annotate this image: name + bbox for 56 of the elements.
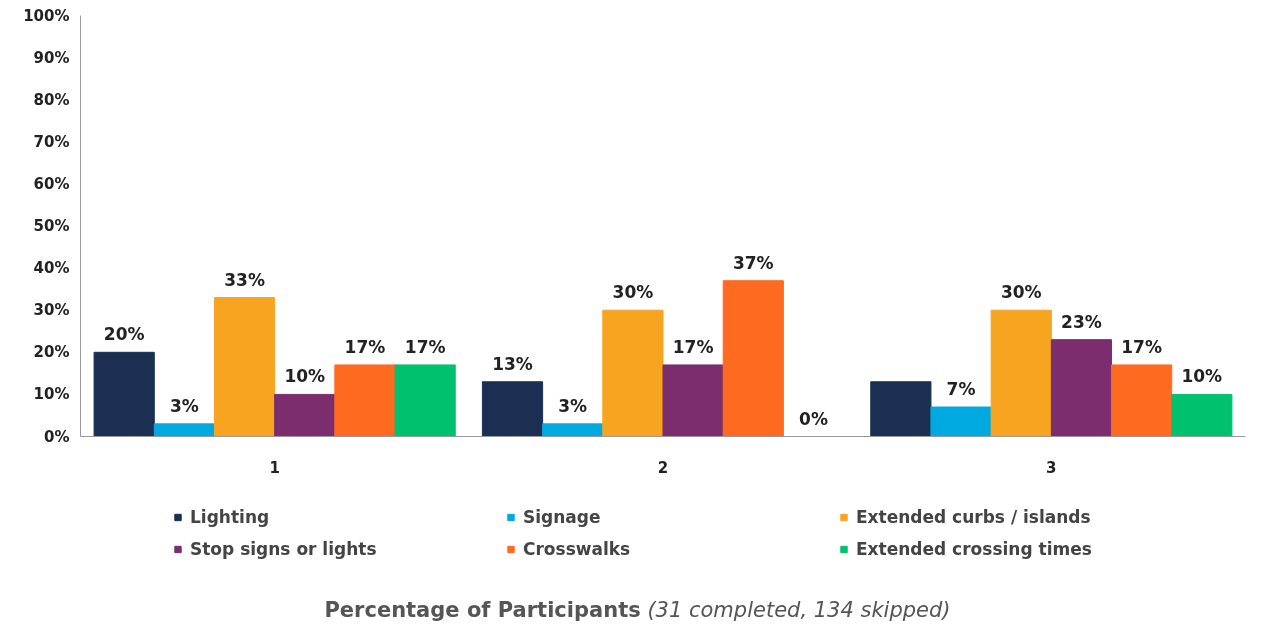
bar bbox=[930, 406, 992, 437]
data-label: 33% bbox=[224, 269, 265, 290]
legend-label: Signage bbox=[523, 506, 602, 527]
bar bbox=[93, 351, 155, 437]
text: (31 completed, 134 skipped) bbox=[647, 598, 951, 622]
bar bbox=[722, 280, 784, 437]
text: Percentage of Participants bbox=[324, 598, 641, 622]
data-label: 10% bbox=[284, 366, 326, 387]
bar bbox=[394, 364, 456, 437]
data-label: 3% bbox=[169, 395, 199, 416]
bar bbox=[542, 423, 604, 437]
legend-label: Crosswalks bbox=[523, 538, 632, 559]
data-label: 7% bbox=[946, 379, 976, 400]
data-label: 20% bbox=[103, 324, 145, 345]
data-label: 30% bbox=[612, 282, 654, 303]
data-label: 17% bbox=[344, 336, 386, 357]
bar bbox=[1171, 393, 1233, 437]
legend-label: Lighting bbox=[190, 506, 271, 527]
data-label: 17% bbox=[1121, 336, 1162, 357]
data-label: 10% bbox=[1181, 366, 1223, 387]
y-tick-label: 50% bbox=[33, 217, 70, 235]
bar bbox=[334, 364, 396, 437]
bar bbox=[870, 381, 932, 437]
bar bbox=[662, 364, 724, 437]
bar bbox=[213, 297, 276, 437]
y-tick-label: 10% bbox=[33, 385, 70, 404]
bar bbox=[1111, 364, 1173, 437]
y-tick-label: 90% bbox=[33, 48, 70, 67]
y-tick-label: 70% bbox=[33, 132, 70, 151]
data-label: 30% bbox=[1000, 282, 1042, 303]
data-label: 23% bbox=[1061, 311, 1102, 332]
y-tick-label: 60% bbox=[33, 174, 70, 193]
data-label: 0% bbox=[799, 408, 828, 429]
y-tick-label: 100% bbox=[23, 6, 70, 25]
bar bbox=[1050, 339, 1113, 437]
y-tick-label: 20% bbox=[33, 343, 70, 362]
legend-label: Extended curbs / islands bbox=[856, 506, 1092, 527]
x-tick-label: 2 bbox=[657, 458, 669, 477]
data-label: 3% bbox=[558, 395, 588, 416]
data-label: 13% bbox=[492, 353, 533, 374]
bar bbox=[602, 309, 664, 437]
y-tick-label: 0% bbox=[44, 427, 70, 446]
bar bbox=[990, 309, 1052, 437]
data-label: 37% bbox=[732, 252, 774, 273]
bar bbox=[481, 381, 544, 437]
data-label: 17% bbox=[404, 336, 446, 357]
legend-label: Extended crossing times bbox=[856, 538, 1093, 559]
y-tick-label: 30% bbox=[33, 301, 70, 320]
x-tick-label: 1 bbox=[269, 458, 280, 477]
legend-label: Stop signs or lights bbox=[190, 538, 378, 559]
bar bbox=[274, 393, 336, 437]
bar bbox=[153, 423, 215, 437]
data-label: 17% bbox=[672, 336, 714, 357]
x-tick-label: 3 bbox=[1046, 458, 1057, 477]
y-tick-label: 40% bbox=[33, 259, 70, 278]
y-tick-label: 80% bbox=[33, 90, 70, 109]
